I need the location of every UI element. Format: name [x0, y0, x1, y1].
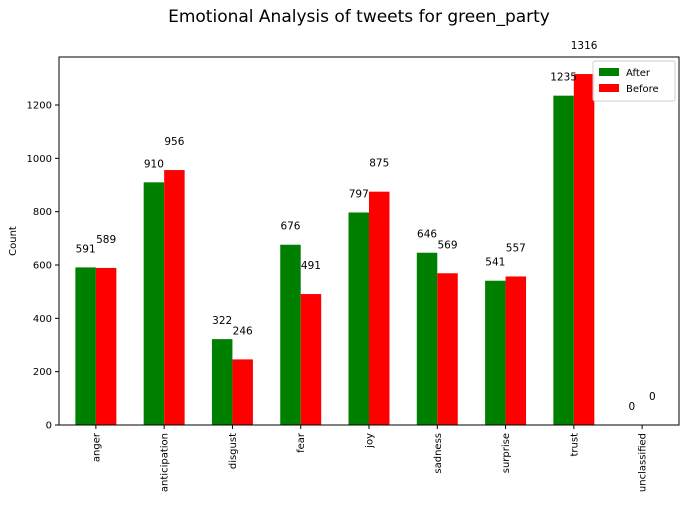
- y-axis-label: Count: [8, 226, 19, 256]
- data-label-after-sadness: 646: [417, 229, 437, 241]
- bar-after-trust: [553, 95, 574, 426]
- data-label-after-surprise: 541: [485, 257, 505, 269]
- data-label-before-disgust: 246: [233, 325, 253, 337]
- x-tick-label-fear: fear: [296, 432, 307, 453]
- data-label-after-anger: 591: [76, 243, 96, 255]
- legend-box: [592, 60, 676, 102]
- data-label-before-unclassified: 0: [649, 391, 656, 403]
- bar-before-fear: [300, 294, 322, 425]
- y-tick-label: 0: [46, 421, 52, 432]
- legend-swatch-before: [599, 84, 619, 92]
- bar-after-joy: [348, 212, 369, 425]
- x-tick-label-trust: trust: [569, 433, 580, 457]
- x-tick-label-surprise: surprise: [501, 433, 512, 473]
- bars-layer: [75, 74, 595, 426]
- bar-after-fear: [280, 244, 301, 425]
- data-label-before-fear: 491: [301, 260, 321, 272]
- x-tick-label-unclassified: unclassified: [638, 433, 649, 492]
- data-label-before-surprise: 557: [506, 242, 526, 254]
- bar-before-anticipation: [164, 170, 185, 425]
- bar-before-joy: [369, 191, 390, 425]
- bar-after-anger: [75, 267, 96, 425]
- legend-label-after: After: [626, 68, 651, 79]
- x-tick-label-disgust: disgust: [228, 433, 239, 469]
- data-label-before-anger: 589: [96, 234, 116, 246]
- data-label-after-trust: 1235: [550, 72, 577, 84]
- bar-after-disgust: [211, 339, 233, 425]
- legend-swatch-after: [599, 68, 619, 76]
- x-tick-label-sadness: sadness: [433, 433, 444, 474]
- bar-before-sadness: [437, 273, 458, 425]
- axes-layer: 0 200 400 600 800 1000 1200 anger anticipation di…: [27, 56, 680, 492]
- legend-label-before: Before: [626, 84, 659, 95]
- data-label-after-anticipation: 910: [144, 158, 164, 170]
- bar-after-anticipation: [143, 182, 165, 425]
- y-tick-label: 600: [33, 261, 52, 272]
- data-label-before-anticipation: 956: [164, 136, 184, 148]
- data-label-after-joy: 797: [349, 188, 369, 200]
- bar-before-trust: [573, 74, 595, 426]
- x-tick-label-anger: anger: [91, 432, 102, 462]
- bar-after-sadness: [416, 252, 438, 425]
- y-tick-label: 1200: [27, 101, 52, 112]
- chart-title: Emotional Analysis of tweets for green_p…: [168, 7, 550, 27]
- x-tick-label-joy: joy: [365, 433, 376, 449]
- y-tick-label: 800: [33, 207, 52, 218]
- data-label-before-sadness: 569: [438, 239, 458, 251]
- bar-before-disgust: [232, 359, 253, 425]
- data-label-after-fear: 676: [280, 221, 300, 233]
- data-labels-layer: 591 910 322 676 797 646 541 1235 0 589 956 246 491 87…: [76, 40, 656, 413]
- y-tick-label: 200: [33, 367, 52, 378]
- data-label-after-disgust: 322: [212, 315, 232, 327]
- bar-before-surprise: [505, 276, 527, 425]
- x-tick-label-anticipation: anticipation: [160, 433, 171, 492]
- y-tick-label: 400: [33, 314, 52, 325]
- legend: After Before: [592, 60, 676, 102]
- bar-before-anger: [95, 267, 117, 425]
- bar-after-surprise: [485, 280, 506, 425]
- data-label-before-joy: 875: [369, 158, 389, 170]
- data-label-before-trust: 1316: [571, 40, 598, 52]
- y-tick-label: 1000: [27, 154, 52, 165]
- data-label-after-unclassified: 0: [629, 401, 636, 413]
